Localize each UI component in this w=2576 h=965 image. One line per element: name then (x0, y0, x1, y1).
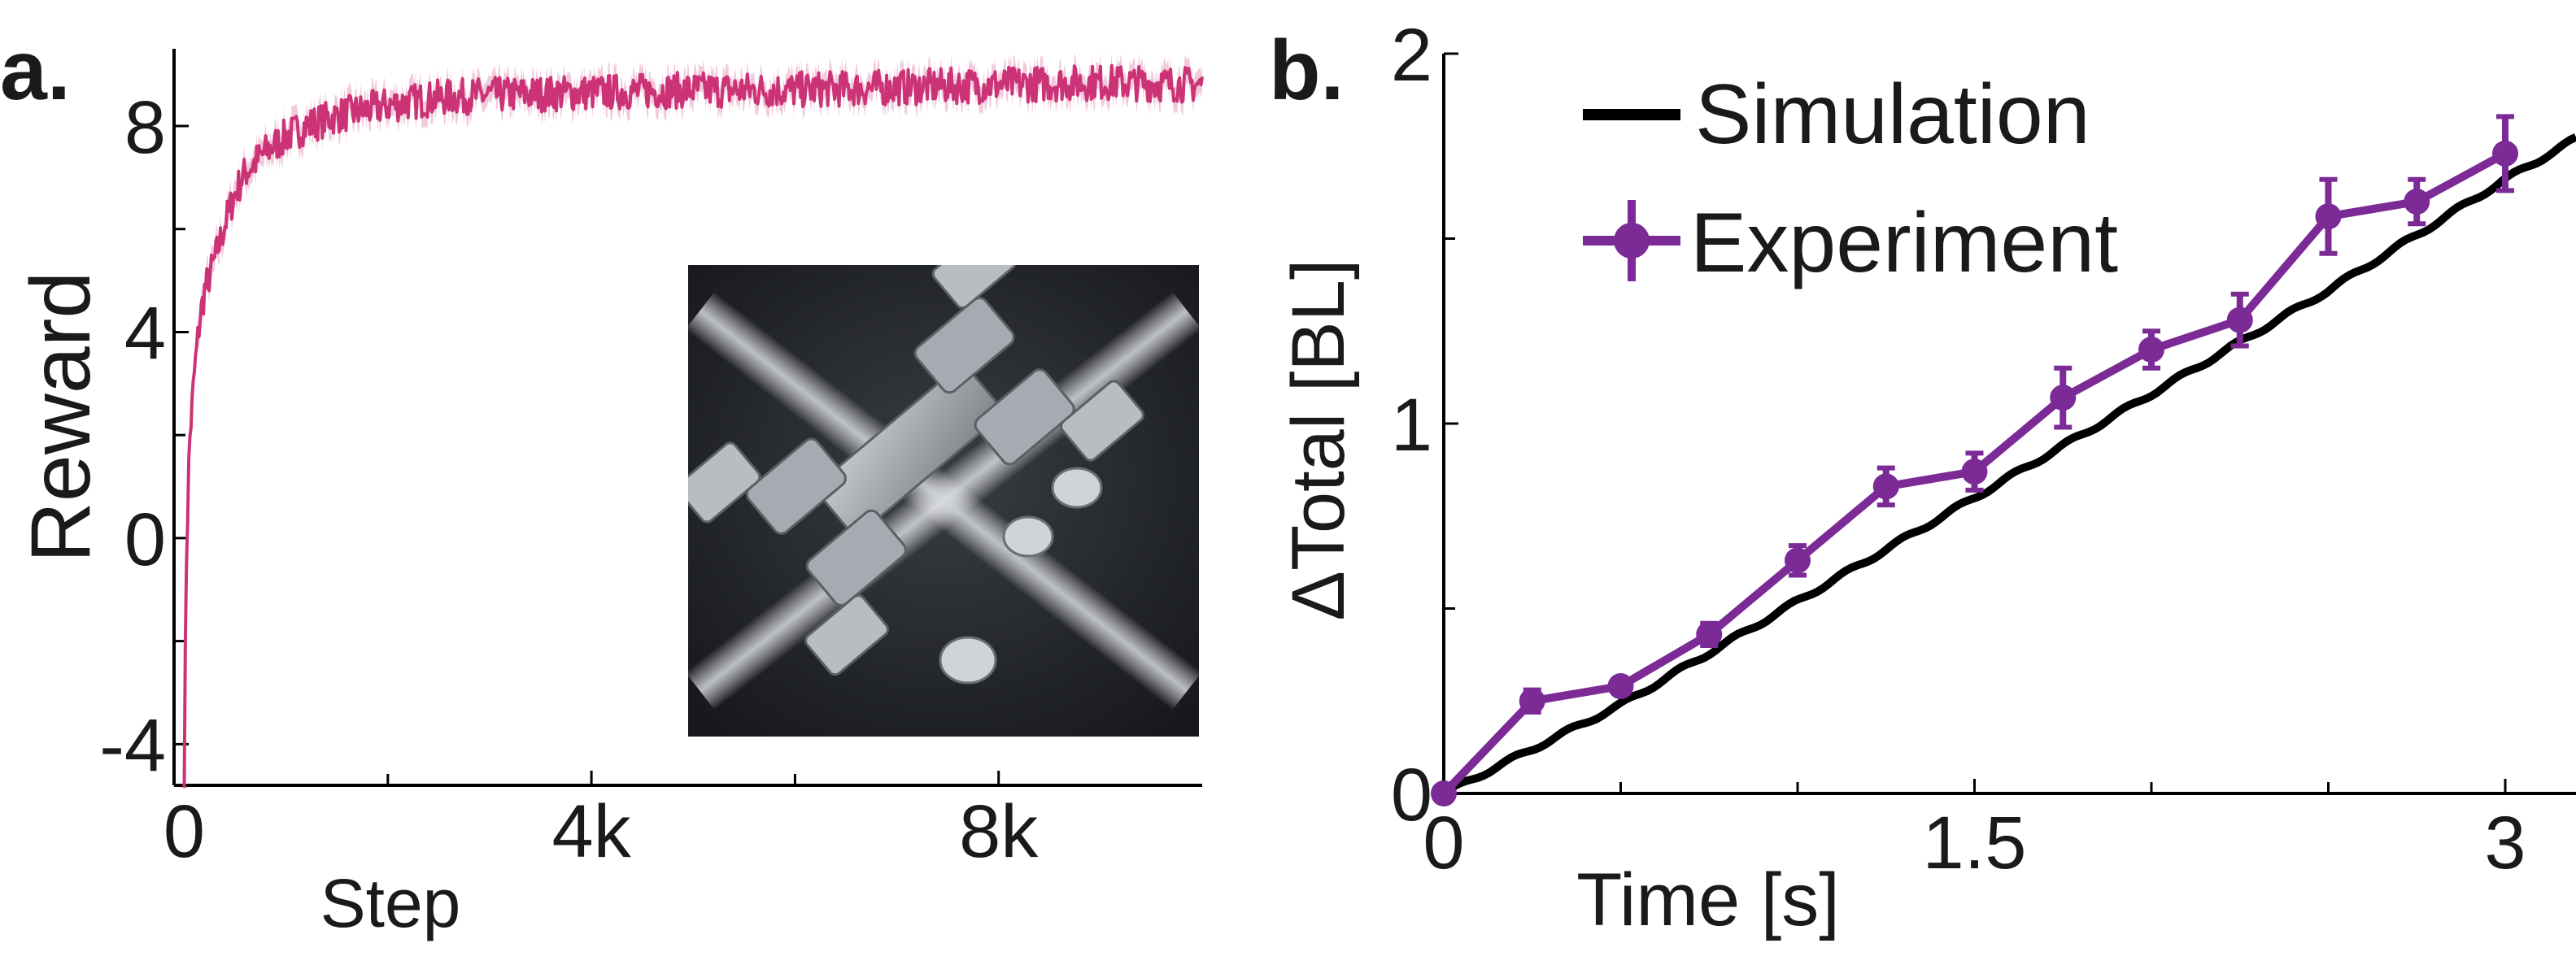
displacement-plot: 0 1.5 3 0 1 2 Time [s] ΔTotal [BL] Simulation Exp… (1277, 14, 2576, 941)
experiment-marker (2315, 203, 2342, 230)
experiment-marker (2138, 337, 2164, 363)
y-tick-label: 4 (124, 293, 166, 376)
robot-inset-image (688, 265, 1199, 737)
legend-experiment-marker (1614, 223, 1650, 259)
y-tick-label: 8 (124, 86, 166, 169)
experiment-marker (2226, 306, 2253, 333)
x-tick-label: 3 (2484, 802, 2526, 885)
reward-std-band (184, 52, 1202, 802)
legend-experiment-label: Experiment (1690, 196, 2118, 290)
x-tick-label: 0 (163, 790, 205, 873)
x-axis-label: Time [s] (1576, 859, 1840, 941)
y-tick-label: 0 (1391, 754, 1432, 837)
y-tick-label: 2 (1391, 14, 1432, 97)
y-axis-label: ΔTotal [BL] (1277, 259, 1360, 621)
panel-label-a: a. (0, 24, 71, 118)
experiment-marker (2404, 189, 2430, 215)
experiment-marker (1961, 459, 1988, 485)
panel-label-b: b. (1269, 24, 1344, 118)
x-tick-label: 1.5 (1923, 802, 2027, 885)
x-tick-label: 8k (959, 790, 1039, 873)
experiment-marker (1607, 673, 1634, 700)
panel-b: b. 0 1.5 3 0 1 2 Time [s] ΔTotal [BL] Simulation… (1269, 14, 2576, 941)
y-tick-label: -4 (99, 704, 166, 787)
y-tick-label: 0 (124, 498, 166, 581)
experiment-marker (2050, 385, 2077, 411)
y-axis-label: Reward (14, 272, 108, 563)
reward-curve (182, 63, 1204, 789)
experiment-marker (1872, 473, 1899, 500)
x-tick-label: 0 (1423, 802, 1464, 885)
simulation-line (1441, 133, 2576, 798)
experiment-marker (2492, 140, 2518, 167)
experiment-marker (1696, 621, 1723, 648)
legend-simulation-label: Simulation (1695, 67, 2090, 162)
y-tick-label: 1 (1391, 384, 1432, 467)
experiment-marker (1785, 547, 1811, 574)
x-tick-label: 4k (552, 790, 632, 873)
experiment-marker (1519, 688, 1545, 715)
experiment-marker (1431, 780, 1457, 806)
x-axis-label: Step (320, 865, 461, 941)
